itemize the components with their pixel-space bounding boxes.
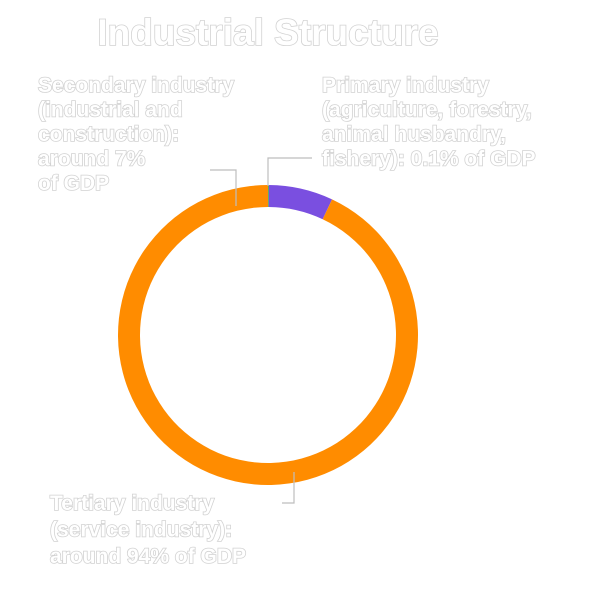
leader-lines — [210, 157, 312, 504]
slice-group — [117, 185, 418, 486]
label-primary: Primary industry (agriculture, forestry, a… — [322, 74, 536, 171]
label-primary-line: (agriculture, forestry, — [322, 99, 532, 122]
label-secondary-line: Secondary industry — [38, 74, 234, 97]
label-tertiary-line: Tertiary industry — [50, 492, 214, 515]
label-secondary-line: construction): — [38, 123, 179, 146]
label-secondary-line: around 7% — [38, 148, 146, 171]
label-primary-line: fishery): 0.1% of GDP — [322, 148, 536, 171]
label-secondary-line: (industrial and — [38, 99, 183, 122]
label-tertiary-line: (service industry): — [50, 519, 232, 542]
leader-line-secondary — [210, 169, 237, 206]
leader-line-tertiary — [282, 472, 295, 504]
label-primary-line: animal husbandry, — [322, 123, 506, 146]
label-primary-line: Primary industry — [322, 74, 489, 97]
label-tertiary: Tertiary industry (service industry): arou… — [50, 492, 246, 568]
slice-primary — [268, 185, 269, 208]
slice-secondary — [268, 185, 333, 220]
slice-labels: Primary industry (agriculture, forestry, a… — [37, 73, 536, 569]
chart-title: Industrial Structure — [97, 12, 438, 53]
label-secondary-line: of GDP — [38, 172, 109, 195]
label-tertiary-line: around 94% of GDP — [50, 545, 246, 568]
slice-tertiary — [117, 185, 418, 486]
label-secondary: Secondary industry (industrial and constru… — [38, 74, 234, 195]
leader-line-primary — [267, 157, 312, 186]
